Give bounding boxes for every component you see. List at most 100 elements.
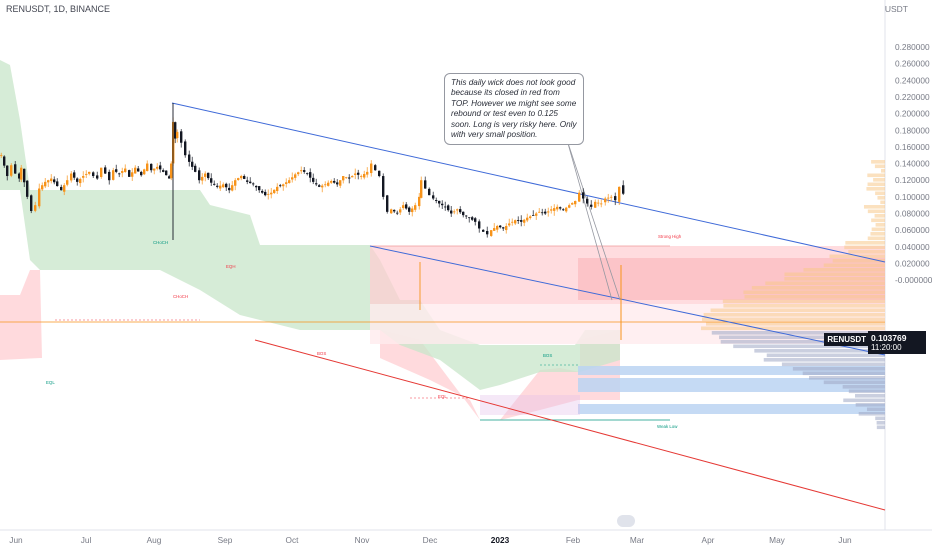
candle-body (184, 141, 186, 155)
volume-profile-bar (859, 412, 885, 416)
x-axis-tick-label: Apr (702, 535, 715, 545)
candle-body (297, 172, 299, 174)
candle-body (571, 203, 573, 204)
candle-body (267, 194, 269, 195)
volume-profile-bar (824, 264, 885, 268)
candle-body (14, 164, 16, 173)
candle-body (574, 201, 576, 204)
structure-label: EQH (226, 264, 236, 269)
volume-profile-bar (880, 201, 885, 205)
candle-body (402, 205, 404, 208)
candle-body (339, 180, 341, 186)
volume-profile-bar (873, 178, 885, 182)
candle-body (360, 176, 362, 177)
candle-body (586, 199, 588, 204)
candle-body (568, 205, 570, 208)
candle-body (342, 176, 344, 180)
y-axis-tick-label: 0.140000 (895, 159, 930, 169)
analysis-note[interactable]: This daily wick does not look good becau… (444, 73, 584, 145)
volume-profile-bar (843, 399, 885, 403)
structure-label: Strong High (658, 234, 682, 239)
volume-profile-bar (845, 241, 885, 245)
candle-body (450, 211, 452, 214)
candle-body (210, 178, 212, 182)
candle-body (351, 176, 353, 177)
candle-body (204, 174, 206, 177)
candle-body (526, 218, 528, 221)
candle-body (63, 185, 65, 192)
events-flag-icon[interactable] (617, 515, 635, 527)
candle-body (363, 174, 365, 178)
y-axis-tick-label: 0.040000 (895, 242, 930, 252)
y-axis-tick-label: 0.240000 (895, 75, 930, 85)
candle-body (104, 167, 106, 173)
x-axis-tick-label: May (769, 535, 786, 545)
volume-profile-bar (765, 282, 885, 286)
volume-profile-bar (723, 304, 885, 308)
candle-body (258, 186, 260, 190)
candle-body (321, 186, 323, 188)
candle-body (128, 170, 130, 177)
candle-body (523, 220, 525, 223)
candle-body (6, 166, 8, 176)
candle-body (100, 168, 102, 177)
volume-profile-bar (868, 183, 885, 187)
candle-body (468, 217, 470, 218)
candle-body (414, 205, 416, 210)
candle-body (327, 183, 329, 186)
candle-body (219, 186, 221, 189)
bar-countdown: 11:20:00 (871, 343, 923, 352)
candle-body (237, 178, 239, 180)
candle-body (435, 200, 437, 201)
y-axis-tick-label: 0.160000 (895, 142, 930, 152)
volume-profile-bar (866, 187, 885, 191)
x-axis-tick-label: Mar (630, 535, 645, 545)
volume-profile-bar (809, 376, 885, 380)
candle-body (38, 189, 40, 207)
structure-label: BOS (317, 351, 326, 356)
volume-profile-bar (824, 381, 885, 385)
structure-label: Weak Low (657, 424, 678, 429)
candle-body (547, 211, 549, 212)
candle-body (115, 169, 117, 172)
candle-body (582, 192, 584, 198)
candle-body (198, 170, 200, 180)
candle-body (34, 205, 36, 211)
candle-body (56, 181, 58, 186)
volume-profile-bar (764, 358, 885, 362)
candle-body (170, 164, 172, 179)
candle-body (66, 180, 68, 185)
volume-profile-bar (803, 372, 885, 376)
candle-body (482, 230, 484, 232)
candle-body (312, 178, 314, 182)
candle-body (447, 205, 449, 210)
candle-body (146, 164, 148, 171)
volume-profile-bar (803, 268, 885, 272)
candle-body (162, 170, 164, 172)
candle-body (441, 204, 443, 205)
candle-body (150, 164, 152, 170)
candle-body (270, 193, 272, 195)
candle-body (496, 226, 498, 230)
candle-body (309, 172, 311, 178)
volume-profile-bar (855, 394, 885, 398)
candle-body (370, 164, 372, 174)
candle-body (60, 187, 62, 190)
candle-body (553, 208, 555, 211)
candle-body (490, 230, 492, 236)
volume-profile-bar (864, 205, 885, 209)
candle-body (357, 173, 359, 175)
y-axis-tick-label: 0.020000 (895, 258, 930, 268)
y-axis-tick-label: -0.000000 (895, 275, 932, 285)
volume-profile-bar (848, 250, 885, 254)
candle-body (418, 197, 420, 206)
candle-body (140, 172, 142, 175)
candle-body (191, 162, 193, 167)
candle-body (535, 214, 537, 216)
volume-profile-bar (871, 219, 885, 223)
candle-body (511, 222, 513, 223)
candle-body (541, 212, 543, 213)
candle-body (604, 199, 606, 203)
candle-body (234, 180, 236, 186)
